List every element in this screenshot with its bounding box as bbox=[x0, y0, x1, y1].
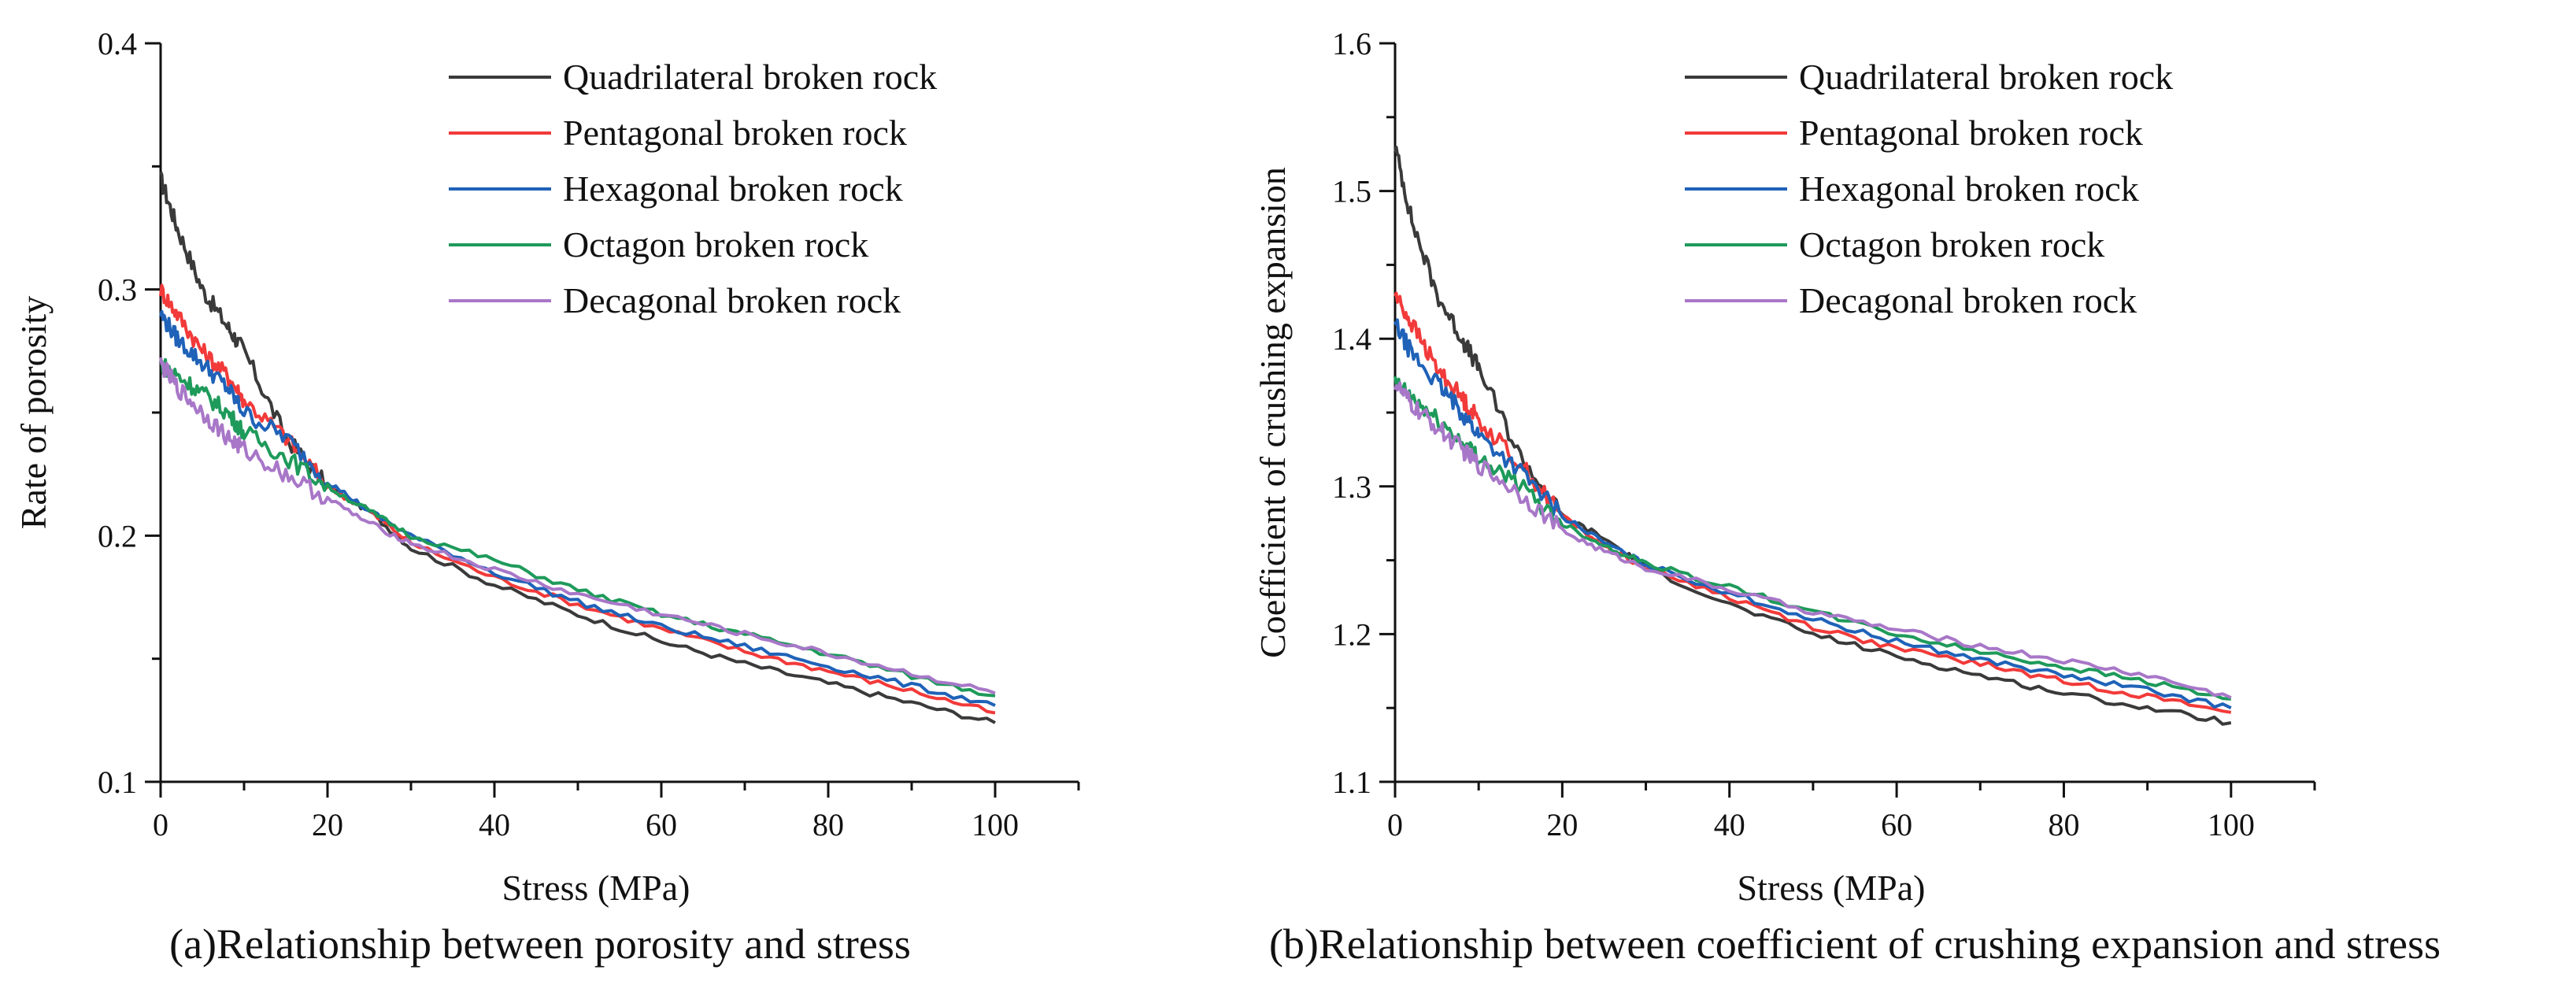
series-line-pentagonal-broken-rock bbox=[159, 283, 996, 715]
x-axis-label: Stress (MPa) bbox=[502, 868, 690, 908]
y-tick-label: 0.1 bbox=[98, 765, 137, 800]
y-tick-label: 0.4 bbox=[98, 26, 137, 61]
y-tick-label: 1.5 bbox=[1332, 174, 1371, 209]
series-line-octagon-broken-rock bbox=[1393, 376, 2231, 701]
x-tick-label: 60 bbox=[646, 807, 677, 842]
legend-label-decagonal-broken-rock: Decagonal broken rock bbox=[1799, 280, 2137, 320]
series-line-hexagonal-broken-rock bbox=[159, 309, 996, 707]
series-line-pentagonal-broken-rock bbox=[1393, 291, 2232, 714]
legend-label-decagonal-broken-rock: Decagonal broken rock bbox=[563, 280, 901, 320]
chart-crushing-expansion: 0 20 40 60 80 100 1.1 1.2 1.3 1.4 1.5 1.6 Stress (MP… bbox=[1253, 26, 2316, 908]
legend-label-pentagonal-broken-rock: Pentagonal broken rock bbox=[1799, 113, 2143, 153]
x-tick-label: 80 bbox=[812, 807, 844, 842]
x-tick-label: 0 bbox=[1387, 807, 1403, 842]
y-axis-label: Coefficient of crushing expansion bbox=[1253, 167, 1293, 658]
x-tick-label: 40 bbox=[1714, 807, 1745, 842]
x-tick-label: 0 bbox=[153, 807, 168, 842]
y-axis-label: Rate of porosity bbox=[13, 296, 54, 529]
series-line-decagonal-broken-rock bbox=[159, 357, 996, 695]
x-tick-label: 60 bbox=[1881, 807, 1912, 842]
y-tick-label: 0.2 bbox=[98, 518, 137, 553]
caption-porosity: (a)Relationship between porosity and str… bbox=[169, 920, 911, 968]
legend-label-quadrilateral-broken-rock: Quadrilateral broken rock bbox=[563, 57, 937, 97]
y-tick-label: 1.1 bbox=[1332, 765, 1371, 800]
legend-label-pentagonal-broken-rock: Pentagonal broken rock bbox=[563, 113, 907, 153]
y-tick-label: 1.3 bbox=[1332, 469, 1371, 505]
chart-porosity: 0 20 40 60 80 100 0.1 0.2 0.3 0.4 Stress (MPa) Rate… bbox=[13, 26, 1080, 908]
series-line-decagonal-broken-rock bbox=[1393, 381, 2232, 699]
x-tick-label: 20 bbox=[312, 807, 343, 842]
x-tick-label: 80 bbox=[2048, 807, 2079, 842]
caption-crushing-expansion: (b)Relationship between coefficient of c… bbox=[1268, 920, 2441, 968]
series-line-hexagonal-broken-rock bbox=[1393, 318, 2232, 710]
x-tick-label: 100 bbox=[2208, 807, 2255, 842]
legend-label-octagon-broken-rock: Octagon broken rock bbox=[1799, 224, 2104, 265]
x-axis-label: Stress (MPa) bbox=[1738, 868, 1926, 908]
x-tick-label: 100 bbox=[972, 807, 1019, 842]
y-tick-label: 1.4 bbox=[1332, 321, 1371, 357]
legend-label-hexagonal-broken-rock: Hexagonal broken rock bbox=[563, 168, 903, 209]
x-tick-label: 40 bbox=[479, 807, 510, 842]
legend-label-octagon-broken-rock: Octagon broken rock bbox=[563, 224, 868, 265]
y-tick-label: 0.3 bbox=[98, 272, 137, 308]
y-tick-label: 1.6 bbox=[1332, 26, 1371, 61]
series-line-octagon-broken-rock bbox=[160, 357, 996, 698]
y-tick-label: 1.2 bbox=[1332, 616, 1371, 652]
legend-label-quadrilateral-broken-rock: Quadrilateral broken rock bbox=[1799, 57, 2173, 97]
legend-label-hexagonal-broken-rock: Hexagonal broken rock bbox=[1799, 168, 2139, 209]
x-tick-label: 20 bbox=[1546, 807, 1578, 842]
